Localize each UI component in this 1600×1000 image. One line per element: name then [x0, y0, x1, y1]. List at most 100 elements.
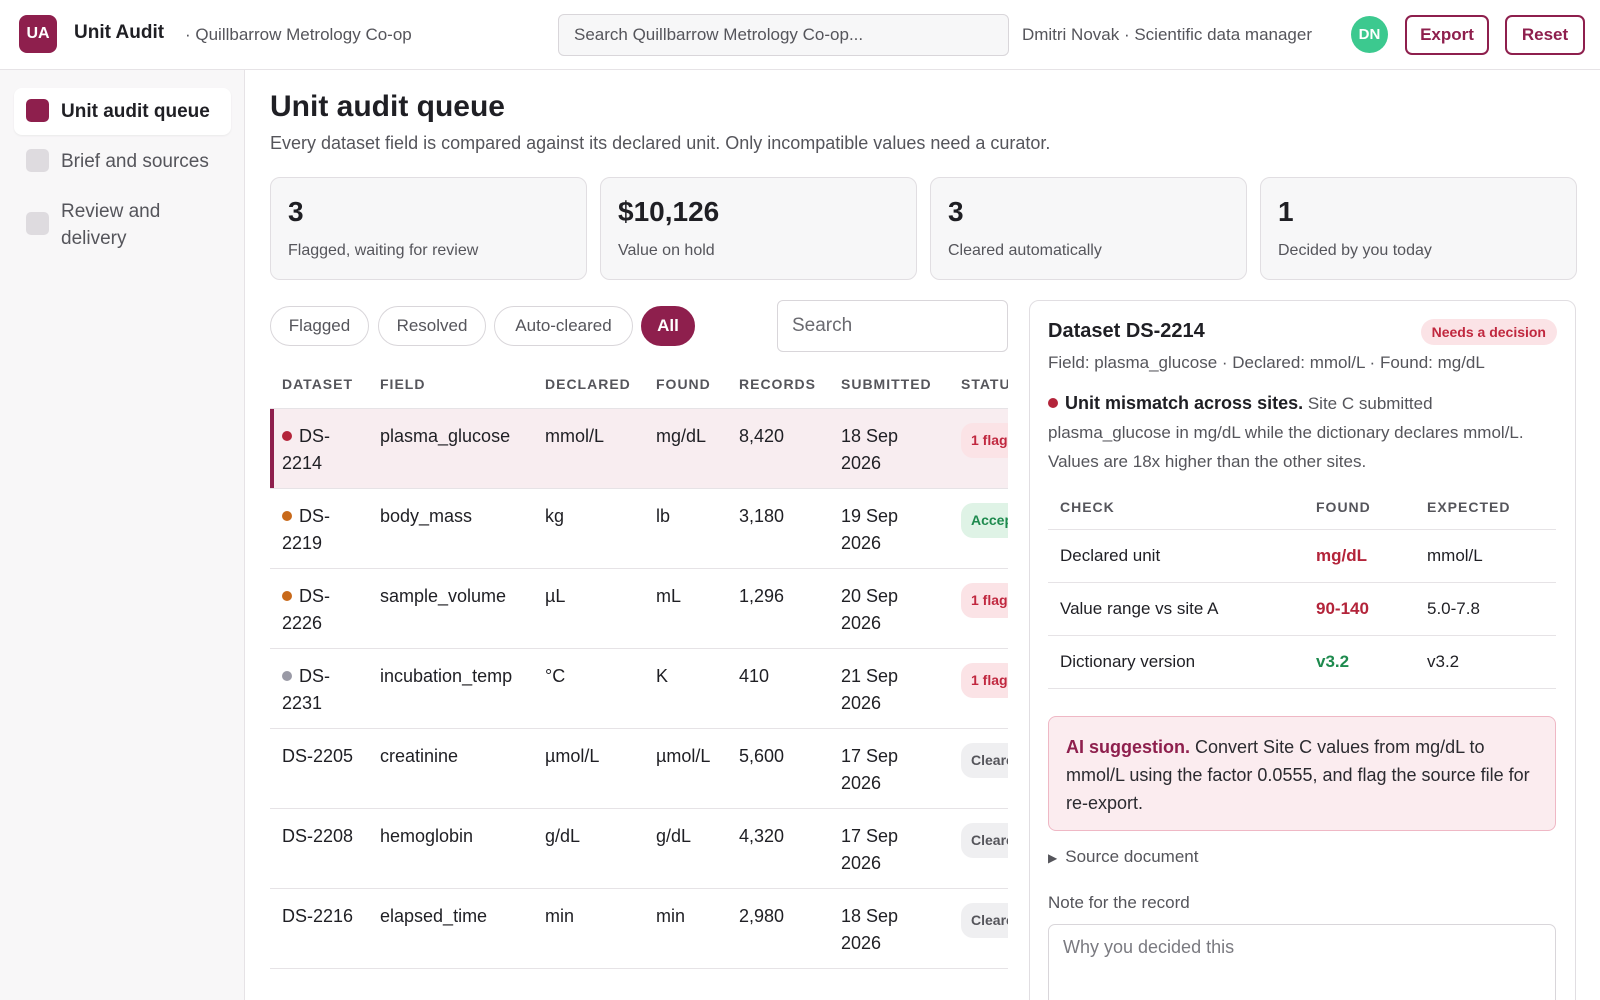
field-text: body_mass	[380, 505, 473, 526]
cell-declared: kg	[533, 487, 644, 568]
dataset-text: DS-2231	[282, 665, 330, 713]
cell-records: 4,320	[727, 807, 829, 888]
status-badge: Cleared	[961, 742, 1008, 778]
cell-dataset: DS-2226	[270, 567, 368, 648]
nav-square-icon	[26, 212, 49, 235]
found-text: min	[656, 905, 686, 926]
table-search-input[interactable]	[777, 300, 1008, 352]
cell-records: 5,600	[727, 727, 829, 808]
check-found: v3.2	[1304, 635, 1415, 689]
table-row[interactable]: DS-2219 body_mass kg lb 3,180 19 Sep 2026 Acce…	[270, 487, 1008, 568]
cell-submitted: 17 Sep 2026	[829, 807, 949, 888]
found-text: g/dL	[656, 825, 692, 846]
sidebar-item-unit-audit-queue[interactable]: Unit audit queue	[14, 88, 231, 135]
export-button[interactable]: Export	[1405, 15, 1489, 55]
table-row[interactable]: DS-2214 plasma_glucose mmol/L mg/dL 8,420 18 …	[270, 407, 1008, 488]
cell-field: body_mass	[368, 487, 533, 568]
submitted-text: 19 Sep 2026	[841, 505, 899, 553]
records-text: 410	[739, 665, 770, 686]
check-row: Declared unit mg/dL mmol/L	[1048, 529, 1556, 583]
cell-field: creatinine	[368, 727, 533, 808]
issue-text: Site C submitted plasma_glucose in mg/dL…	[1048, 394, 1524, 471]
reset-button[interactable]: Reset	[1505, 15, 1585, 55]
source-document-toggle[interactable]: ▶ Source document	[1048, 847, 1198, 867]
sidebar-item-brief-and-sources[interactable]: Brief and sources	[14, 138, 231, 185]
cell-submitted: 20 Sep 2026	[829, 567, 949, 648]
cell-declared: µL	[533, 567, 644, 648]
cell-submitted: 21 Sep 2026	[829, 647, 949, 728]
filter-chip-resolved[interactable]: Resolved	[378, 306, 486, 346]
cell-found: K	[644, 647, 727, 728]
issue-title: Unit mismatch across sites.	[1065, 393, 1304, 413]
checks-table: CHECK FOUND EXPECTED Declared unit mg/dL m…	[1048, 485, 1556, 689]
ai-suggestion-text: Convert Site C values from mg/dL to mmol…	[1066, 737, 1530, 813]
declared-text: min	[545, 905, 575, 926]
cell-status: 1 flag	[949, 567, 1008, 648]
cell-dataset: DS-2216	[270, 887, 368, 969]
column-header: DECLARED	[545, 375, 631, 392]
stat-card-cleared: 3 Cleared automatically	[930, 177, 1247, 280]
cell-records: 3,180	[727, 487, 829, 568]
status-dot-icon	[282, 510, 292, 521]
detail-title: Dataset DS-2214	[1048, 320, 1205, 342]
global-search-input[interactable]	[558, 14, 1009, 56]
table-row[interactable]: DS-2208 hemoglobin g/dL g/dL 4,320 17 Sep 202…	[270, 807, 1008, 888]
status-badge: 1 flag	[961, 582, 1008, 618]
detail-panel: Dataset DS-2214 Needs a decision Field: …	[1029, 300, 1576, 1000]
filter-chip-all[interactable]: All	[641, 306, 695, 346]
check-check: Value range vs site A	[1048, 582, 1304, 636]
avatar[interactable]: DN	[1351, 16, 1388, 53]
filter-chip-auto-cleared[interactable]: Auto-cleared	[494, 306, 633, 346]
column-header: FIELD	[380, 375, 426, 392]
records-text: 8,420	[739, 425, 785, 446]
table-row[interactable]: DS-2216 elapsed_time min min 2,980 18 Sep 202…	[270, 887, 1008, 969]
nav-square-icon	[26, 149, 49, 172]
sidebar-item-review-and-delivery[interactable]: Review and delivery	[14, 188, 214, 262]
column-header: RECORDS	[739, 375, 817, 392]
dataset-text: DS-2226	[282, 585, 330, 633]
sidebar-item-label: Unit audit queue	[61, 101, 210, 122]
check-check: Declared unit	[1048, 529, 1304, 583]
nav-square-icon	[26, 99, 49, 122]
filter-chip-flagged[interactable]: Flagged	[270, 306, 369, 346]
cell-dataset: DS-2208	[270, 807, 368, 888]
cell-records: 1,296	[727, 567, 829, 648]
submitted-text: 21 Sep 2026	[841, 665, 899, 713]
column-header: EXPECTED	[1415, 485, 1556, 530]
cell-found: µmol/L	[644, 727, 727, 808]
status-badge: Cleared	[961, 822, 1008, 858]
cell-field: plasma_glucose	[368, 407, 533, 488]
user-name: Dmitri Novak · Scientific data manager	[1021, 25, 1312, 44]
table-row[interactable]: DS-2231 incubation_temp °C K 410 21 Sep 2026 1…	[270, 647, 1008, 728]
cell-field: incubation_temp	[368, 647, 533, 728]
table-row[interactable]: DS-2205 creatinine µmol/L µmol/L 5,600 17 Sep…	[270, 727, 1008, 808]
cell-dataset: DS-2205	[270, 727, 368, 808]
table-row[interactable]: DS-2226 sample_volume µL mL 1,296 20 Sep 2026…	[270, 567, 1008, 648]
page-subtitle: Every dataset field is compared against …	[270, 133, 1051, 153]
check-expected: 5.0-7.8	[1415, 582, 1556, 636]
check-found: 90-140	[1304, 582, 1415, 636]
check-expected: v3.2	[1415, 635, 1556, 689]
cell-found: g/dL	[644, 807, 727, 888]
top-bar: UA Unit Audit · Quillbarrow Metrology Co…	[0, 0, 1600, 70]
column-header: FOUND	[1304, 485, 1415, 530]
status-dot-icon	[282, 670, 292, 681]
cell-submitted: 19 Sep 2026	[829, 487, 949, 568]
cell-dataset: DS-2231	[270, 647, 368, 728]
records-text: 3,180	[739, 505, 785, 526]
field-text: creatinine	[380, 745, 459, 766]
note-textarea[interactable]	[1048, 924, 1556, 1000]
declared-text: kg	[545, 505, 565, 526]
org-name: · Quillbarrow Metrology Co-op	[185, 25, 412, 44]
cell-field: hemoglobin	[368, 807, 533, 888]
submitted-text: 20 Sep 2026	[841, 585, 899, 633]
cell-found: mL	[644, 567, 727, 648]
column-header: STATUS	[961, 375, 1008, 392]
page-title: Unit audit queue	[270, 90, 505, 123]
dataset-text: DS-2214	[282, 425, 330, 473]
field-text: hemoglobin	[380, 825, 474, 846]
cell-found: min	[644, 887, 727, 969]
cell-declared: min	[533, 887, 644, 969]
found-text: K	[656, 665, 669, 686]
severity-dot-icon	[1048, 398, 1058, 408]
